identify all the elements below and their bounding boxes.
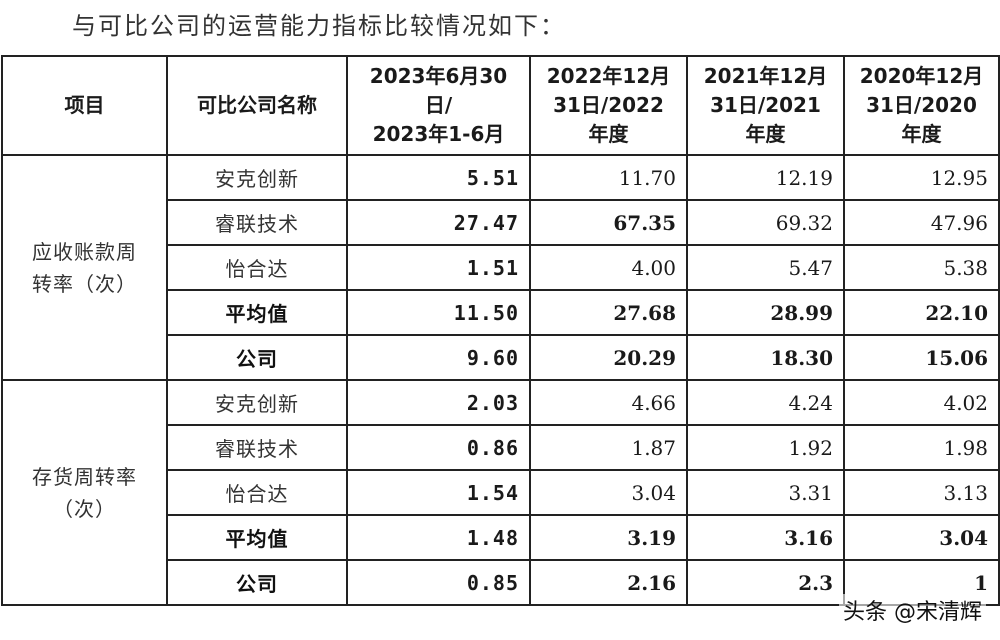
value-2023-cell: 1.51: [346, 244, 531, 291]
value-2021-cell: 3.31: [686, 469, 845, 516]
table-row: 怡合达 1.54 3.04 3.31 3.13: [2, 469, 1000, 516]
value-2021-cell: 28.99: [686, 289, 845, 336]
value-2022-cell: 4.00: [529, 244, 688, 291]
company-name-cell: 公司: [166, 334, 348, 381]
value-2022-cell: 3.04: [529, 469, 688, 516]
company-name-cell: 平均值: [166, 514, 348, 561]
category-cell: 存货周转率 （次）: [1, 379, 168, 606]
value-2020-cell: 4.02: [843, 379, 1000, 426]
header-period-2020-line: 31日/2020: [866, 93, 977, 117]
table-row: 存货周转率 （次） 安克创新 2.03 4.66 4.24 4.02: [1, 379, 1000, 606]
value-2023-cell: 5.51: [346, 154, 531, 201]
value-2023-cell: 2.03: [346, 379, 531, 426]
header-period-2022-line: 年度: [588, 122, 629, 146]
value-2023-cell: 27.47: [346, 199, 531, 246]
operating-capability-table: 项目 可比公司名称 2023年6月30 日/ 2023年1-6月 2022年12…: [1, 55, 1000, 606]
company-name-cell: 平均值: [166, 289, 348, 336]
value-2022-cell: 4.66: [529, 379, 688, 426]
value-2021-cell: 4.24: [686, 379, 845, 426]
page-title: 与可比公司的运营能力指标比较情况如下：: [72, 12, 566, 40]
value-2021-cell: 3.16: [686, 514, 845, 561]
header-period-2022-line: 2022年12月: [546, 64, 671, 88]
value-2021-cell: 18.30: [686, 334, 845, 381]
value-2021-cell: 1.92: [686, 424, 845, 471]
category-line: 存货周转率: [32, 464, 137, 489]
header-period-2020: 2020年12月 31日/2020 年度: [843, 55, 1000, 156]
watermark: 头条 @宋清辉: [839, 594, 986, 626]
category-line: （次）: [53, 496, 116, 521]
value-2023-cell: 11.50: [346, 289, 531, 336]
table-row: 平均值 1.48 3.19 3.16 3.04: [2, 514, 1000, 561]
value-2020-cell: 15.06: [843, 334, 1000, 381]
value-2023-cell: 0.86: [346, 424, 531, 471]
category-line: 应收账款周: [32, 239, 137, 264]
company-name-cell: 睿联技术: [166, 424, 348, 471]
header-period-2023: 2023年6月30 日/ 2023年1-6月: [346, 55, 531, 156]
header-company-name: 可比公司名称: [166, 55, 348, 156]
header-period-2023-line: 2023年6月30: [369, 64, 508, 88]
value-2023-cell: 1.54: [346, 469, 531, 516]
table-row: 应收账款周 转率（次） 安克创新 5.51 11.70 12.19 12.95: [1, 154, 1000, 381]
category-cell: 应收账款周转率（次）: [1, 154, 168, 381]
value-2023-cell: 1.48: [346, 514, 531, 561]
value-2020-cell: 5.38: [843, 244, 1000, 291]
value-2022-cell: 2.16: [529, 559, 688, 606]
table-header-row: 项目 可比公司名称 2023年6月30 日/ 2023年1-6月 2022年12…: [1, 55, 1000, 156]
company-name-cell: 公司: [166, 559, 348, 606]
header-period-2023-line: 日/: [424, 93, 453, 117]
company-name-cell: 怡合达: [166, 469, 348, 516]
header-item: 项目: [1, 55, 168, 156]
category-line: 转率（次）: [32, 271, 137, 296]
header-period-2021: 2021年12月 31日/2021 年度: [686, 55, 845, 156]
value-2020-cell: 22.10: [843, 289, 1000, 336]
value-2020-cell: 3.13: [843, 469, 1000, 516]
header-period-2023-line: 2023年1-6月: [372, 122, 505, 146]
header-period-2020-line: 2020年12月: [859, 64, 984, 88]
value-2020-cell: 47.96: [843, 199, 1000, 246]
value-2022-cell: 67.35: [529, 199, 688, 246]
value-2023-cell: 9.60: [346, 334, 531, 381]
value-2021-cell: 69.32: [686, 199, 845, 246]
value-2021-cell: 5.47: [686, 244, 845, 291]
table-body: 应收账款周 转率（次） 安克创新 5.51 11.70 12.19 12.95 睿联技术 27.…: [1, 154, 1000, 606]
value-2022-cell: 20.29: [529, 334, 688, 381]
header-period-2021-line: 2021年12月: [703, 64, 828, 88]
value-2022-cell: 3.19: [529, 514, 688, 561]
table-row: 睿联技术 27.47 67.35 69.32 47.96: [2, 199, 1000, 246]
company-name-cell: 安克创新: [166, 154, 348, 201]
value-2022-cell: 11.70: [529, 154, 688, 201]
company-name-cell: 安克创新: [166, 379, 348, 426]
table-row: 怡合达 1.51 4.00 5.47 5.38: [2, 244, 1000, 291]
table-row: 公司 0.85 2.16 2.3 1: [2, 559, 1000, 606]
header-period-2022: 2022年12月 31日/2022 年度: [529, 55, 688, 156]
value-2020-cell: 1.98: [843, 424, 1000, 471]
table-row: 公司 9.60 20.29 18.30 15.06: [2, 334, 1000, 381]
header-period-2021-line: 年度: [745, 122, 786, 146]
table-row: 睿联技术 0.86 1.87 1.92 1.98: [2, 424, 1000, 471]
value-2021-cell: 2.3: [686, 559, 845, 606]
table-row: 平均值 11.50 27.68 28.99 22.10: [2, 289, 1000, 336]
company-name-cell: 怡合达: [166, 244, 348, 291]
value-2021-cell: 12.19: [686, 154, 845, 201]
header-period-2020-line: 年度: [901, 122, 942, 146]
header-period-2021-line: 31日/2021: [710, 93, 821, 117]
value-2022-cell: 1.87: [529, 424, 688, 471]
value-2020-cell: 12.95: [843, 154, 1000, 201]
value-2020-cell: 3.04: [843, 514, 1000, 561]
company-name-cell: 睿联技术: [166, 199, 348, 246]
value-2023-cell: 0.85: [346, 559, 531, 606]
header-period-2022-line: 31日/2022: [553, 93, 664, 117]
value-2022-cell: 27.68: [529, 289, 688, 336]
